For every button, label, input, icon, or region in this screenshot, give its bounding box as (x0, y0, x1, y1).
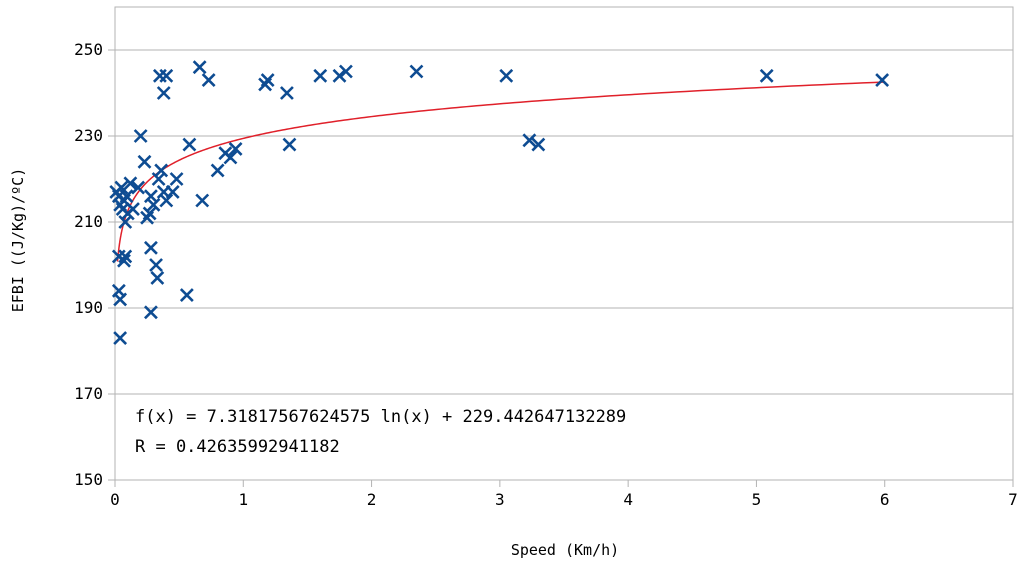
data-point (142, 206, 157, 221)
data-points (109, 60, 890, 346)
data-point (159, 68, 174, 83)
data-point (137, 154, 152, 169)
y-axis-title: EFBI ((J/Kg)/ºC) (9, 168, 27, 313)
data-point (179, 288, 194, 303)
y-tick-label: 190 (74, 298, 103, 317)
y-tick-label: 210 (74, 212, 103, 231)
data-point (154, 163, 169, 178)
trendline (116, 81, 885, 262)
data-point (759, 68, 774, 83)
data-point (282, 137, 297, 152)
data-point (875, 73, 890, 88)
trendline-equation: f(x) = 7.31817567624575 ln(x) + 229.4426… (135, 407, 626, 427)
data-point (156, 86, 171, 100)
data-point (228, 141, 243, 156)
data-point (123, 176, 138, 191)
data-point (118, 215, 133, 229)
data-point (522, 133, 537, 148)
data-point (223, 150, 238, 165)
trendline-r-value: R = 0.42635992941182 (135, 437, 340, 457)
trendline-group (116, 81, 885, 262)
data-point (169, 172, 184, 186)
x-tick-label: 7 (1008, 490, 1017, 509)
data-point (149, 258, 163, 272)
data-point (531, 137, 546, 152)
data-point (114, 180, 129, 195)
data-point (313, 68, 328, 83)
x-tick-label: 4 (623, 490, 633, 509)
data-point (144, 240, 158, 255)
axes: 150 170 190 210 230 250 0 1 2 3 4 5 6 7 (74, 40, 1017, 509)
data-point (131, 180, 146, 195)
data-point (195, 193, 210, 208)
x-tick-label: 0 (110, 490, 120, 509)
y-tick-label: 250 (74, 40, 103, 59)
x-tick-label: 6 (880, 490, 890, 509)
data-point (119, 189, 134, 204)
data-point (159, 193, 174, 208)
x-tick-label: 2 (367, 490, 377, 509)
x-tick-label: 3 (495, 490, 505, 509)
data-point (113, 331, 128, 346)
data-point (133, 129, 148, 143)
data-point (165, 184, 180, 199)
data-point (210, 163, 225, 178)
data-point (182, 137, 197, 152)
y-tick-label: 170 (74, 384, 103, 403)
data-point (409, 64, 424, 79)
data-point (152, 68, 167, 83)
y-tick-label: 150 (74, 470, 103, 489)
data-point (144, 305, 158, 320)
data-point (150, 270, 165, 285)
data-point (279, 86, 294, 100)
data-point (126, 202, 140, 217)
data-point (260, 73, 275, 88)
data-point (117, 253, 131, 268)
x-tick-label: 1 (238, 490, 248, 509)
y-tick-label: 230 (74, 126, 103, 145)
data-point (201, 73, 216, 88)
x-axis-title: Speed (Km/h) (511, 541, 619, 559)
data-point (499, 68, 514, 83)
data-point (338, 64, 353, 79)
data-point (144, 189, 158, 204)
grid-lines (114, 6, 1014, 481)
data-point (192, 60, 207, 75)
data-point (118, 249, 133, 264)
data-point (146, 197, 161, 212)
data-point (151, 172, 166, 186)
data-point (113, 292, 128, 307)
x-tick-label: 5 (752, 490, 762, 509)
data-point (332, 68, 347, 83)
